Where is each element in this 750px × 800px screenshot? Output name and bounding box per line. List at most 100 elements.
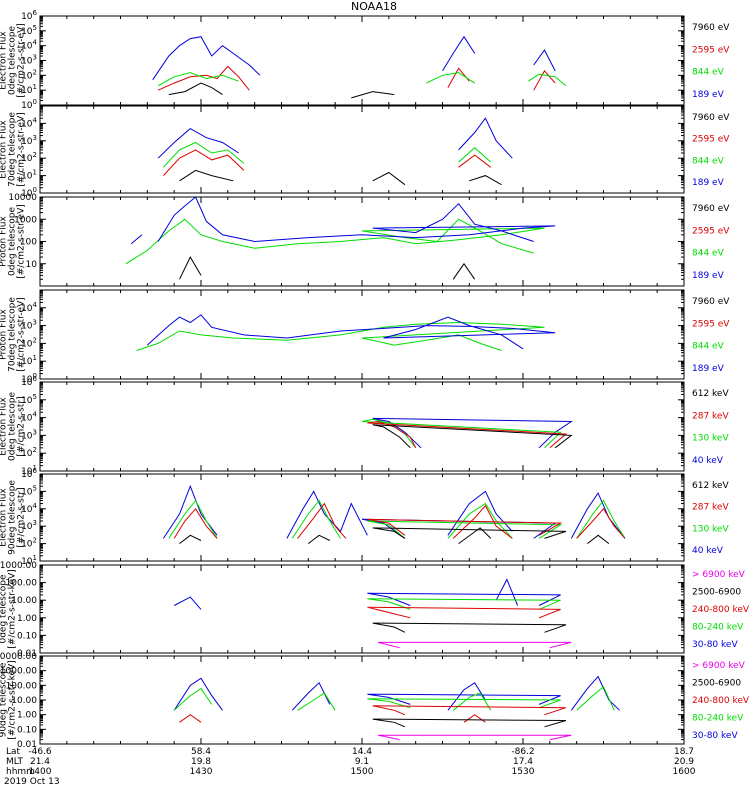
series-line-7960-ev — [453, 264, 475, 280]
series-line-7960-ev — [469, 176, 501, 185]
series-line-844-ev — [426, 73, 474, 83]
legend-label: > 6900 keV — [692, 661, 746, 671]
legend-label: 2500-6900 — [692, 587, 741, 597]
panel-frame — [40, 106, 684, 193]
y-tick-label: 10 — [26, 260, 38, 270]
x-tick-label-hhmm: 1500 — [351, 767, 374, 777]
legend-label: 80-240 keV — [692, 623, 744, 633]
legend-label: 7960 eV — [692, 204, 730, 214]
series-group — [163, 486, 625, 543]
legend-label: 844 eV — [692, 342, 725, 352]
y-tick-label: 10000 — [8, 193, 37, 203]
noaa18-figure: NOAA18 100101102103104105106TEDElectron … — [0, 0, 750, 800]
panel-4: 100101102103104TEDProton Flux70deg teles… — [0, 290, 730, 385]
series-group — [158, 118, 512, 185]
legend-label: 30-80 keV — [692, 731, 738, 741]
legend-label: 844 eV — [692, 68, 725, 78]
legend-label: 2595 eV — [692, 135, 730, 145]
series-line-2500-6900 — [373, 719, 566, 727]
y-axis-label: TEDElectron Flux0deg telescope[#/cm2-s-s… — [0, 23, 27, 98]
legend-label: 30-80 keV — [692, 640, 738, 650]
panel-frame — [40, 290, 684, 379]
panel-frame — [40, 16, 684, 105]
series-line-612-kev — [373, 425, 572, 448]
legend-label: > 6900 keV — [692, 570, 746, 580]
legend-label: 844 eV — [692, 156, 725, 166]
series-line-287-kev — [367, 422, 566, 448]
series-line-189-ev — [158, 197, 555, 242]
y-tick-label: 1.00 — [17, 711, 37, 721]
series-line-189-ev — [534, 50, 556, 71]
series-line--6900-kev — [378, 642, 571, 647]
legend-label: 2595 eV — [692, 319, 730, 329]
x-tick-label-hhmm: 1530 — [512, 767, 535, 777]
legend-label: 7960 eV — [692, 23, 730, 33]
series-line-80-240-kev — [577, 687, 615, 711]
series-line-287-kev — [174, 509, 217, 539]
panel-2: 100 101 102 103 104TEDElectron Flux70deg tel… — [0, 106, 730, 199]
y-axis-label: TEDElectron Flux70deg telescope[#/cm2-s-… — [0, 112, 27, 187]
legend-label: 130 keV — [692, 434, 729, 444]
legend-label: 287 keV — [692, 503, 729, 513]
series-line-2595-ev — [534, 71, 556, 90]
x-tick-label-hhmm: 1430 — [190, 767, 213, 777]
series-line-189-ev — [158, 129, 239, 159]
x-tick-label-mlt: 19.8 — [191, 757, 211, 767]
legend-label: 2595 eV — [692, 45, 730, 55]
y-tick-label: 1.00 — [17, 614, 37, 624]
panel-7: 0.010.101.0010.00100.001000.000deg teles… — [0, 561, 750, 659]
y-tick-label: 0.10 — [17, 631, 37, 641]
series-line-189-ev — [131, 235, 142, 244]
series-line-7960-ev — [169, 83, 223, 95]
series-line-189-ev — [459, 118, 513, 158]
series-line-30-80-kev — [292, 683, 330, 711]
legend-label: 7960 eV — [692, 113, 730, 123]
legend-label: 189 eV — [692, 364, 725, 374]
series-line-30-80-kev — [174, 597, 201, 609]
y-tick-label: 10000.00 — [0, 652, 37, 662]
y-axis-label: TEDProton Flux0deg telescope[#/cm2-s-str… — [0, 204, 27, 279]
legend-label: 240-800 keV — [692, 696, 750, 706]
x-tick-label-hhmm: 1600 — [673, 767, 696, 777]
chart-title: NOAA18 — [351, 0, 397, 13]
y-axis-label: 0deg telescope[#/cm2-s-str-keV] — [0, 569, 18, 648]
series-line-844-ev — [158, 73, 239, 86]
legend-label: 189 eV — [692, 271, 725, 281]
series-line-7960-ev — [180, 170, 234, 180]
legend-label: 189 eV — [692, 178, 725, 188]
legend-label: 612 keV — [692, 389, 729, 399]
series-line-240-800-kev — [373, 706, 566, 715]
y-axis-label: MEPEDElectron Flux0deg telescope[#/cm2-s… — [0, 392, 27, 462]
series-line-80-240-kev — [298, 693, 336, 710]
legend-label: 844 eV — [692, 249, 725, 259]
y-tick-label: 1000.00 — [0, 561, 37, 571]
x-tick-label-lat: 18.7 — [674, 747, 694, 757]
series-line-40-kev — [163, 486, 217, 538]
legend-label: 612 keV — [692, 481, 729, 491]
series-line-240-800-kev — [464, 715, 485, 723]
series-line-40-kev — [571, 493, 625, 538]
legend-label: 40 keV — [692, 456, 724, 466]
panels: 100101102103104105106TEDElectron Flux0de… — [0, 9, 750, 750]
legend-label: 130 keV — [692, 524, 729, 534]
series-line--6900-kev — [378, 735, 571, 739]
x-tick-label-lat: -46.6 — [28, 747, 52, 757]
legend-label: 40 keV — [692, 546, 724, 556]
series-line-189-ev — [443, 37, 475, 71]
series-line-240-800-kev — [180, 715, 202, 723]
series-line-7960-ev — [373, 173, 405, 185]
series-group — [126, 197, 555, 279]
y-axis-label: MEPEDElectron Flux90deg telescope[#/cm2-… — [0, 480, 27, 555]
series-line-612-kev — [180, 535, 202, 543]
series-line-30-80-kev — [174, 678, 222, 710]
series-line-189-ev — [147, 315, 555, 349]
series-line-2595-ev — [459, 155, 491, 167]
series-line-189-ev — [153, 37, 260, 80]
series-line-7960-ev — [351, 92, 394, 98]
series-line-240-800-kev — [367, 607, 560, 618]
series-line-130-kev — [292, 501, 340, 539]
panel-frame — [40, 197, 684, 286]
series-line-612-kev — [308, 535, 330, 543]
x-tick-label-lat: -86.2 — [511, 747, 534, 757]
